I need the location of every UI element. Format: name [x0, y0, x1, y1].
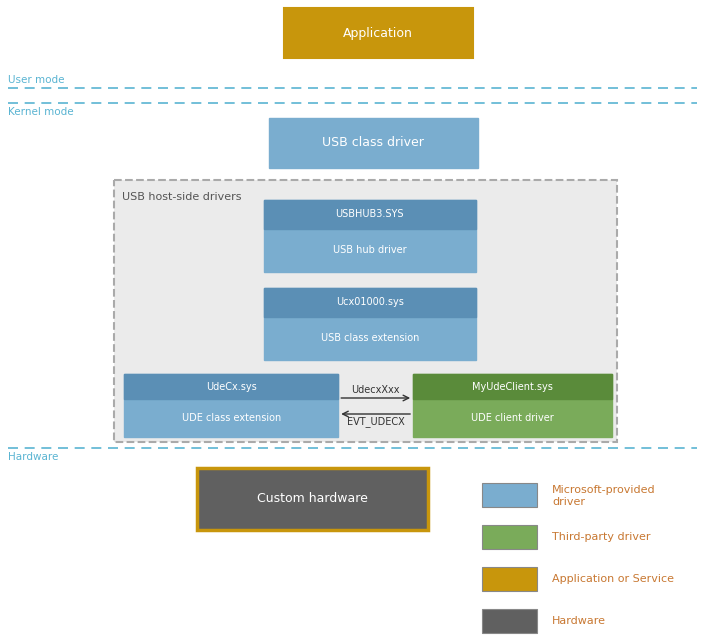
Text: driver: driver	[552, 497, 586, 507]
Bar	[125, 374, 338, 399]
Bar	[413, 374, 612, 399]
Text: Application: Application	[343, 27, 413, 40]
Text: Ucx01000.sys: Ucx01000.sys	[336, 297, 404, 308]
Bar	[263, 288, 476, 317]
Text: USB class driver: USB class driver	[322, 137, 424, 149]
Text: UdeCx.sys: UdeCx.sys	[206, 382, 257, 392]
Text: Application or Service: Application or Service	[552, 574, 674, 584]
Text: EVT_UDECX: EVT_UDECX	[347, 416, 404, 427]
Text: Hardware: Hardware	[552, 616, 606, 626]
Text: UDE class extension: UDE class extension	[182, 413, 281, 423]
Text: UdecxXxx: UdecxXxx	[351, 385, 400, 395]
Text: Hardware: Hardware	[8, 452, 58, 462]
Text: USB host-side drivers: USB host-side drivers	[122, 192, 242, 202]
Text: Third-party driver: Third-party driver	[552, 532, 651, 542]
Text: User mode: User mode	[8, 75, 64, 85]
Bar	[125, 374, 338, 437]
Bar	[269, 118, 478, 168]
Bar	[263, 200, 476, 272]
Bar	[481, 483, 537, 507]
Bar	[263, 200, 476, 229]
Bar	[263, 288, 476, 360]
Text: USBHUB3.SYS: USBHUB3.SYS	[336, 209, 404, 219]
Text: MyUdeClient.sys: MyUdeClient.sys	[472, 382, 553, 392]
Text: Kernel mode: Kernel mode	[8, 107, 74, 117]
Bar	[481, 567, 537, 591]
Bar	[197, 468, 428, 530]
Bar	[481, 609, 537, 633]
Text: Microsoft-provided: Microsoft-provided	[552, 485, 656, 495]
Text: UDE client driver: UDE client driver	[471, 413, 554, 423]
Bar	[284, 8, 473, 58]
Bar	[413, 374, 612, 437]
Text: Custom hardware: Custom hardware	[257, 493, 368, 505]
Text: USB hub driver: USB hub driver	[333, 246, 406, 255]
Bar	[115, 180, 617, 442]
Text: USB class extension: USB class extension	[321, 334, 419, 343]
Bar	[481, 525, 537, 549]
